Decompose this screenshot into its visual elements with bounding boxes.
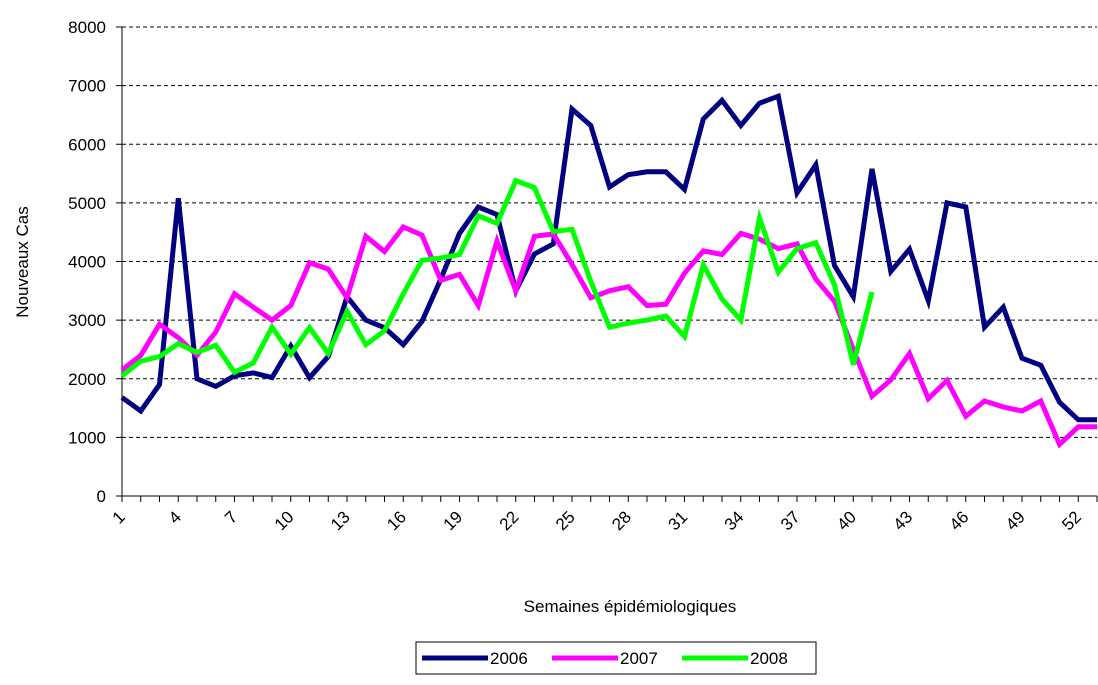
x-tick-label: 40 <box>833 507 860 534</box>
x-tick-label: 34 <box>721 507 748 534</box>
x-tick-label: 43 <box>890 507 917 534</box>
y-tick-label: 8000 <box>68 18 106 37</box>
y-tick-label: 5000 <box>68 194 106 213</box>
x-tick-label: 28 <box>608 507 635 534</box>
y-tick-label: 7000 <box>68 77 106 96</box>
x-tick-label: 13 <box>327 507 354 534</box>
series-line <box>120 177 875 378</box>
y-tick-label: 2000 <box>68 370 106 389</box>
x-axis-label: Semaines épidémiologiques <box>524 597 737 616</box>
y-tick-label: 3000 <box>68 311 106 330</box>
x-tick-label: 22 <box>496 507 523 534</box>
x-tick-label: 49 <box>1002 507 1029 534</box>
x-tick-label: 4 <box>165 507 185 527</box>
y-axis-label: Nouveaux Cas <box>13 206 32 318</box>
series-line <box>120 223 1097 449</box>
legend-label: 2006 <box>490 649 528 668</box>
y-tick-label: 0 <box>97 487 106 506</box>
legend-label: 2008 <box>750 649 788 668</box>
x-tick-label: 25 <box>552 507 579 534</box>
x-tick-label: 46 <box>946 507 973 534</box>
x-tick-label: 16 <box>383 507 410 534</box>
x-tick-label: 31 <box>665 507 692 534</box>
x-tick-label: 10 <box>271 507 298 534</box>
x-tick-label: 19 <box>440 507 467 534</box>
y-tick-label: 6000 <box>68 135 106 154</box>
legend-label: 2007 <box>620 649 658 668</box>
x-tick-label: 37 <box>777 507 804 534</box>
series-line <box>120 92 1097 423</box>
x-tick-label: 7 <box>221 507 241 527</box>
x-tick-label: 52 <box>1058 507 1085 534</box>
x-tick-label: 1 <box>109 507 129 527</box>
y-tick-label: 4000 <box>68 253 106 272</box>
y-tick-label: 1000 <box>68 428 106 447</box>
